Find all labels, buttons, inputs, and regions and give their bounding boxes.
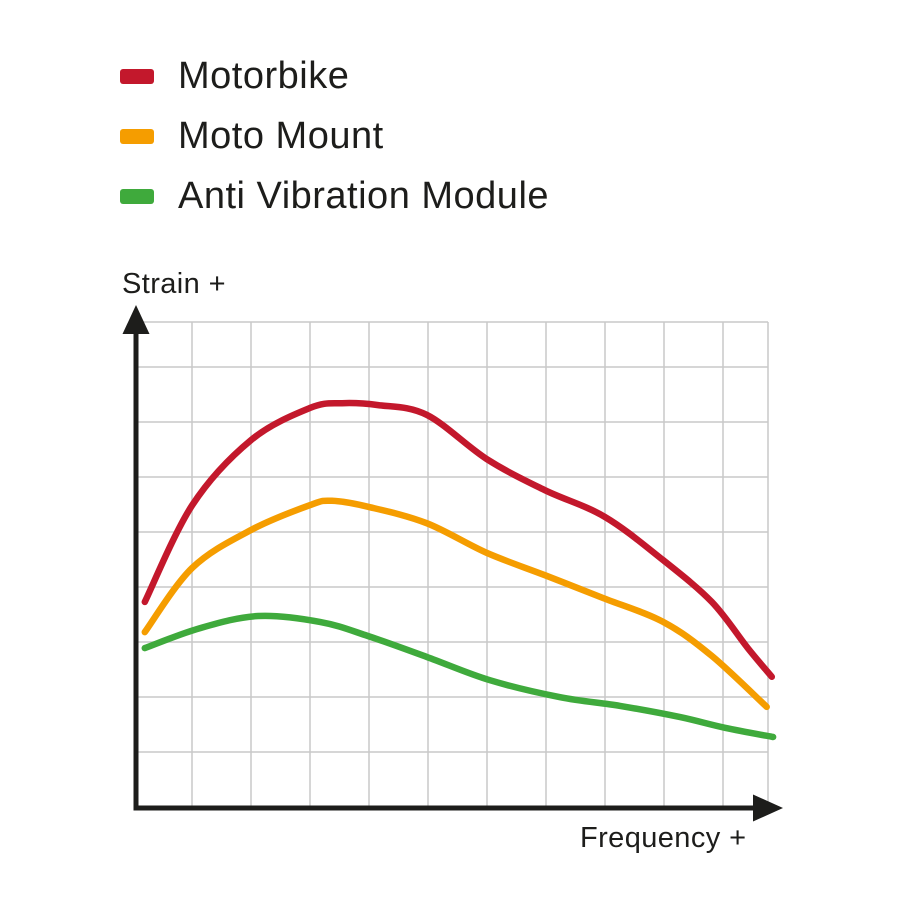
- legend-item-moto-mount: Moto Mount: [120, 117, 549, 155]
- legend-swatch-anti-vibration-module: [120, 188, 154, 204]
- legend-item-anti-vibration-module: Anti Vibration Module: [120, 177, 549, 215]
- chart-legend: Motorbike Moto Mount Anti Vibration Modu…: [120, 57, 549, 237]
- legend-label-motorbike: Motorbike: [178, 55, 350, 97]
- y-axis-label: Strain +: [122, 268, 226, 300]
- legend-swatch-motorbike: [120, 68, 154, 84]
- legend-label-anti-vibration-module: Anti Vibration Module: [178, 175, 550, 217]
- legend-label-moto-mount: Moto Mount: [178, 115, 384, 157]
- x-axis-label: Frequency +: [580, 822, 747, 854]
- legend-item-motorbike: Motorbike: [120, 57, 549, 95]
- legend-swatch-moto-mount: [120, 128, 154, 144]
